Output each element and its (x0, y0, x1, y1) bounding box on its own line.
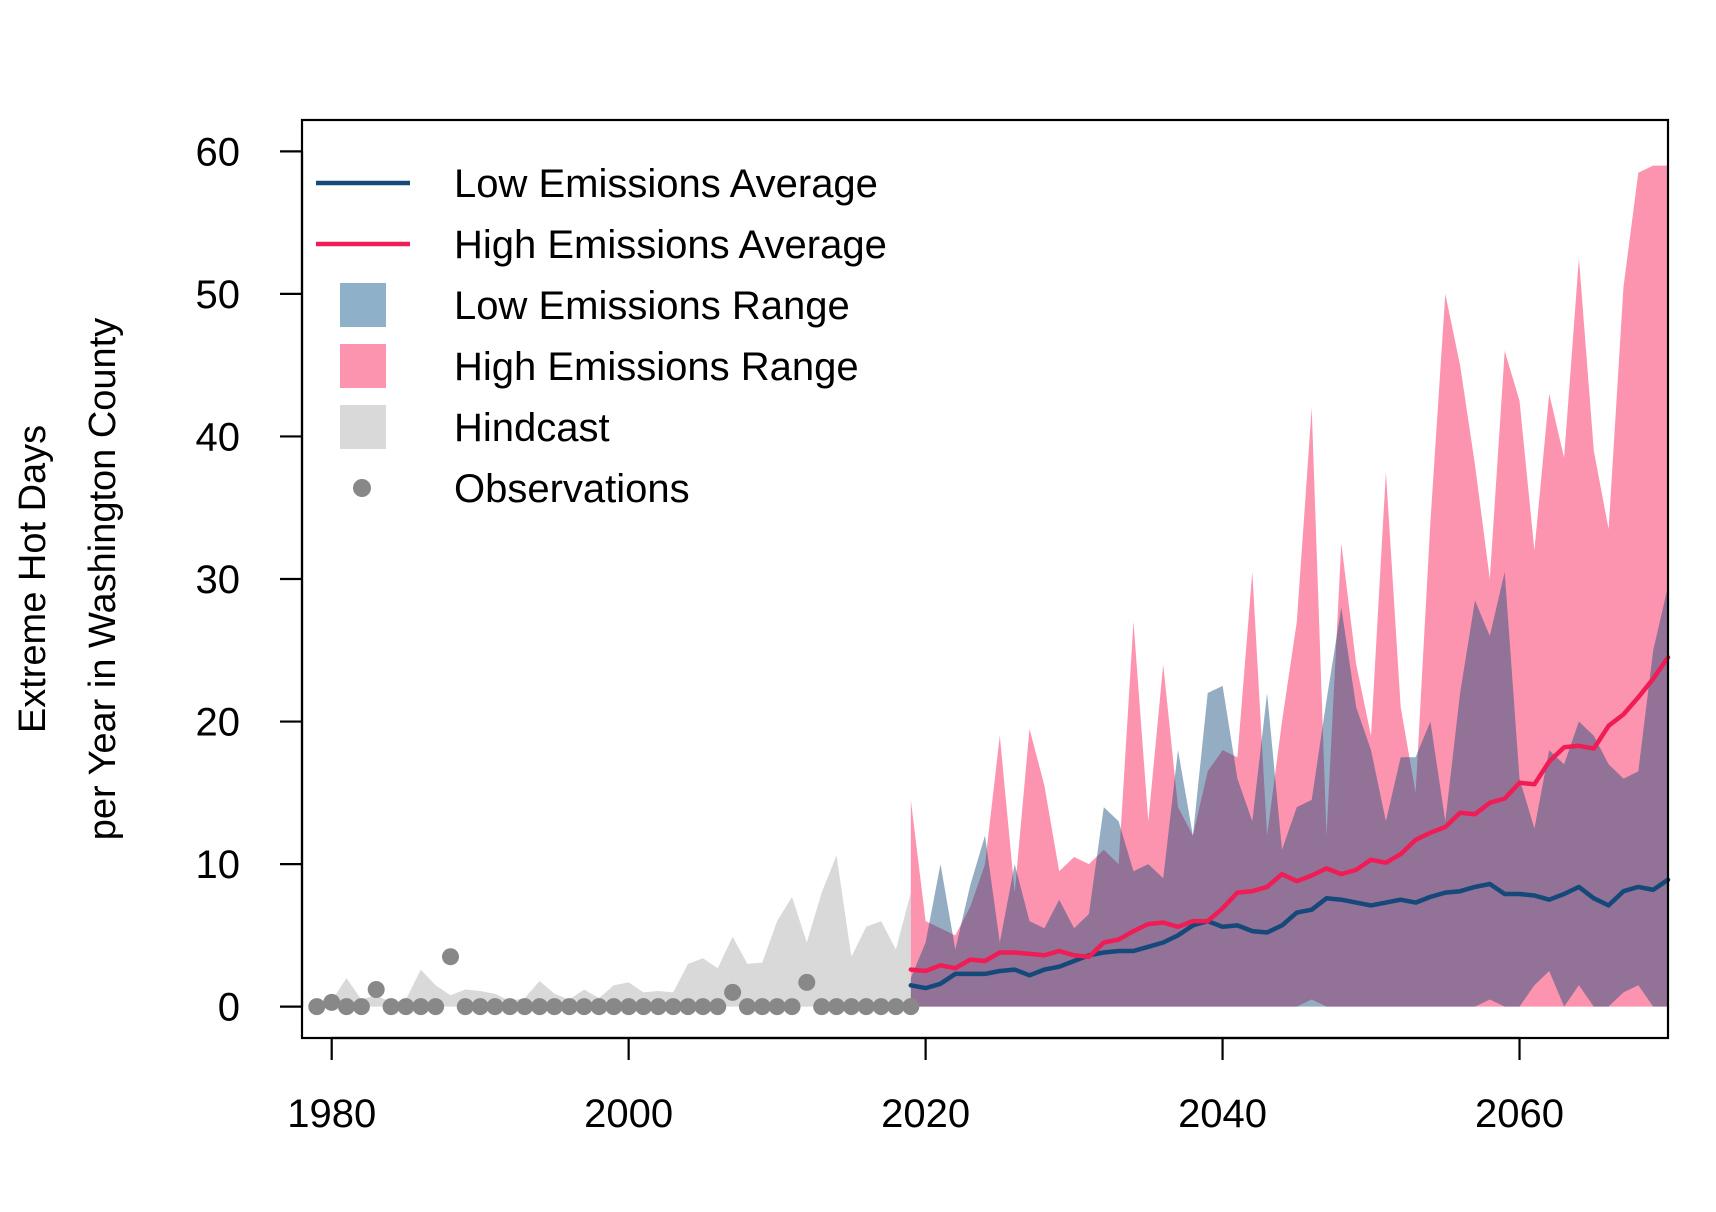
observation-point (635, 998, 652, 1016)
low-emissions-average-line (908, 877, 1671, 991)
legend-swatch-patch (340, 405, 386, 449)
plot-marks (308, 165, 1671, 1016)
observation-point (857, 998, 875, 1016)
observation-point (501, 998, 519, 1016)
x-tick-label: 2020 (881, 1092, 970, 1136)
observation-point (486, 998, 504, 1016)
observation-point (308, 998, 326, 1016)
observation-point (545, 998, 563, 1016)
observation-point (694, 998, 712, 1016)
observation-point (338, 998, 355, 1016)
low-emissions-range-band (910, 571, 1668, 1007)
x-tick-label: 2040 (1178, 1092, 1267, 1136)
observation-point (902, 998, 920, 1016)
observation-point (412, 998, 430, 1016)
x-tick-label: 2060 (1475, 1092, 1564, 1136)
observation-point (397, 998, 415, 1016)
observation-point (620, 998, 638, 1016)
y-tick-label: 50 (196, 273, 241, 317)
observation-point (798, 973, 816, 991)
observation-point (872, 998, 890, 1016)
observation-point (531, 998, 549, 1016)
y-axis: 0 10 20 30 40 50 60 (196, 130, 304, 1030)
observation-point (768, 998, 786, 1016)
observation-point (724, 983, 742, 1001)
y-tick-label: 0 (218, 986, 240, 1030)
y-tick-label: 60 (196, 130, 241, 174)
observation-point (664, 998, 682, 1016)
observation-point (679, 998, 697, 1016)
observation-point (813, 998, 831, 1016)
high-emissions-range-band (910, 165, 1668, 1007)
legend-swatch-point (353, 479, 371, 497)
y-axis-title-line-2: per Year in Washington County (82, 318, 124, 840)
observation-point (783, 998, 801, 1016)
observation-point (427, 998, 445, 1016)
observation-point (590, 998, 608, 1016)
observation-point (842, 998, 860, 1016)
legend-swatch-patch (340, 344, 386, 388)
legend-label: High Emissions Range (454, 345, 859, 389)
y-tick-label: 20 (196, 701, 241, 745)
y-axis-title-line-1: Extreme Hot Days (12, 425, 54, 733)
observation-point (887, 998, 905, 1016)
y-tick-label: 40 (196, 415, 241, 459)
y-tick-label: 30 (196, 558, 241, 602)
observation-point (456, 998, 474, 1016)
observation-point (382, 998, 400, 1016)
observation-point (471, 998, 489, 1016)
observation-point (442, 948, 459, 966)
observation-point (753, 998, 771, 1016)
y-tick-label: 10 (196, 843, 241, 887)
x-tick-label: 2000 (584, 1092, 673, 1136)
legend: Low Emissions Average High Emissions Aver… (316, 162, 887, 511)
observation-point (323, 993, 341, 1011)
observation-point (516, 998, 534, 1016)
observation-point (560, 998, 578, 1016)
observation-point (828, 998, 845, 1016)
high-emissions-average-line (908, 655, 1671, 974)
legend-label: High Emissions Average (454, 223, 887, 267)
x-axis: 1980 2000 2020 2040 2060 (287, 1036, 1564, 1136)
legend-label: Hindcast (454, 406, 610, 450)
legend-label: Low Emissions Average (454, 162, 878, 206)
observation-point (605, 998, 623, 1016)
legend-label: Observations (454, 467, 690, 511)
legend-swatch-patch (340, 283, 386, 327)
observation-point (352, 998, 370, 1016)
hindcast-band (316, 855, 911, 1007)
legend-label: Low Emissions Range (454, 284, 850, 328)
observation-point (575, 998, 593, 1016)
observation-point (649, 998, 667, 1016)
observation-point (709, 998, 727, 1016)
observation-point (738, 998, 756, 1016)
observation-point (367, 981, 385, 998)
x-tick-label: 1980 (287, 1092, 376, 1136)
